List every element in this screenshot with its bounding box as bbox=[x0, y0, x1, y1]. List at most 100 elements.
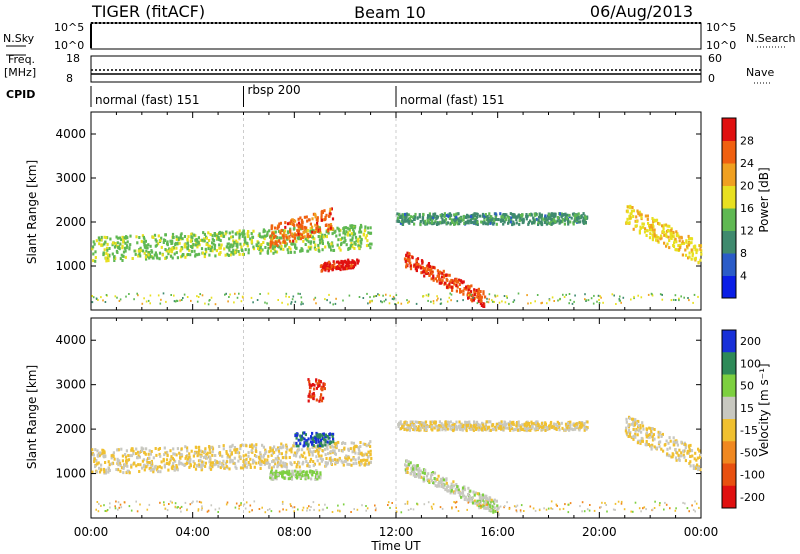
scatter-cell bbox=[441, 428, 444, 432]
scatter-cell bbox=[416, 428, 419, 432]
scatter-cell bbox=[540, 302, 542, 305]
scatter-cell bbox=[265, 461, 268, 465]
scatter-cell bbox=[319, 396, 322, 399]
scatter-cell bbox=[421, 218, 424, 222]
scatter-cell bbox=[573, 214, 576, 217]
scatter-cell bbox=[259, 463, 262, 467]
scatter-cell bbox=[681, 253, 684, 257]
scatter-cell bbox=[284, 464, 287, 468]
scatter-cell bbox=[339, 510, 341, 513]
scatter-cell bbox=[288, 296, 290, 298]
scatter-cell bbox=[671, 452, 674, 456]
scatter-cell bbox=[451, 281, 454, 284]
scatter-cell bbox=[564, 212, 567, 216]
scatter-cell bbox=[278, 471, 282, 475]
scatter-cell bbox=[291, 506, 294, 509]
scatter-cell bbox=[670, 237, 673, 240]
scatter-cell bbox=[450, 299, 452, 302]
scatter-cell bbox=[542, 427, 545, 431]
scatter-cell bbox=[699, 453, 702, 457]
scatter-cell bbox=[328, 293, 330, 296]
scatter-cell bbox=[358, 296, 361, 298]
scatter-cell bbox=[427, 262, 431, 265]
scatter-cell bbox=[397, 301, 399, 304]
scatter-cell bbox=[293, 461, 296, 465]
scatter-cell bbox=[355, 239, 358, 243]
scatter-cell bbox=[345, 267, 348, 271]
scatter-cell bbox=[651, 443, 654, 447]
scatter-cell bbox=[374, 295, 377, 298]
scatter-cell bbox=[142, 240, 145, 244]
scatter-cell bbox=[694, 245, 697, 249]
scatter-cell bbox=[321, 239, 324, 243]
scatter-cell bbox=[303, 215, 306, 219]
scatter-cell bbox=[479, 302, 482, 306]
scatter-cell bbox=[451, 507, 453, 510]
scatter-cell bbox=[651, 228, 654, 232]
scatter-cell bbox=[317, 440, 320, 444]
scatter-cell bbox=[601, 501, 603, 504]
scatter-cell bbox=[442, 486, 445, 490]
scatter-cell bbox=[252, 245, 255, 249]
scatter-cell bbox=[405, 262, 408, 266]
scatter-cell bbox=[190, 237, 193, 241]
scatter-cell bbox=[107, 255, 110, 259]
scatter-cell bbox=[148, 256, 151, 260]
scatter-cell bbox=[472, 213, 475, 217]
scatter-cell bbox=[182, 297, 184, 299]
scatter-cell bbox=[249, 457, 252, 461]
scatter-cell bbox=[324, 503, 326, 506]
scatter-cell bbox=[318, 381, 321, 385]
scatter-cell bbox=[475, 212, 478, 216]
scatter-cell bbox=[483, 214, 486, 218]
scatter-cell bbox=[297, 508, 299, 511]
scatter-cell bbox=[502, 423, 505, 427]
scatter-cell bbox=[545, 217, 548, 221]
scatter-cell bbox=[138, 249, 142, 253]
scatter-cell bbox=[352, 446, 355, 450]
scatter-cell bbox=[650, 431, 653, 435]
scatter-cell bbox=[369, 226, 372, 230]
scatter-cell bbox=[342, 229, 346, 232]
scatter-cell bbox=[285, 447, 289, 451]
scatter-cell bbox=[648, 435, 651, 439]
scatter-cell bbox=[670, 228, 673, 232]
scatter-cell bbox=[299, 475, 302, 479]
scatter-cell bbox=[277, 448, 280, 452]
scatter-cell bbox=[328, 433, 331, 436]
scatter-cell bbox=[255, 243, 258, 247]
scatter-cell bbox=[276, 455, 279, 459]
scatter-cell bbox=[480, 428, 484, 432]
scatter-cell bbox=[434, 479, 437, 483]
scatter-cell bbox=[159, 501, 161, 504]
scatter-cell bbox=[466, 423, 469, 427]
scatter-cell bbox=[98, 238, 101, 242]
scatter-cell bbox=[122, 471, 125, 475]
scatter-cell bbox=[308, 218, 311, 222]
scatter-cell bbox=[268, 229, 271, 233]
scatter-cell bbox=[500, 215, 503, 219]
scatter-cell bbox=[423, 503, 426, 506]
scatter-cell bbox=[202, 460, 205, 464]
scatter-cell bbox=[564, 217, 567, 221]
scatter-cell bbox=[577, 220, 580, 224]
scatter-cell bbox=[338, 246, 341, 250]
scatter-cell bbox=[190, 245, 193, 248]
scatter-cell bbox=[684, 446, 687, 449]
scatter-cell bbox=[275, 469, 278, 473]
scatter-cell bbox=[439, 220, 442, 224]
scatter-cell bbox=[145, 300, 148, 303]
scatter-cell bbox=[108, 463, 111, 467]
scatter-cell bbox=[175, 453, 178, 457]
scatter-feature bbox=[307, 378, 326, 403]
scatter-cell bbox=[645, 440, 648, 443]
scatter-cell bbox=[181, 237, 184, 241]
scatter-cell bbox=[470, 284, 473, 288]
scatter-cell bbox=[230, 243, 233, 247]
scatter-cell bbox=[642, 507, 644, 510]
scatter-cell bbox=[333, 230, 336, 234]
scatter-cell bbox=[198, 500, 201, 503]
scatter-cell bbox=[212, 242, 215, 246]
scatter-cell bbox=[234, 232, 237, 236]
scatter-cell bbox=[463, 488, 467, 492]
